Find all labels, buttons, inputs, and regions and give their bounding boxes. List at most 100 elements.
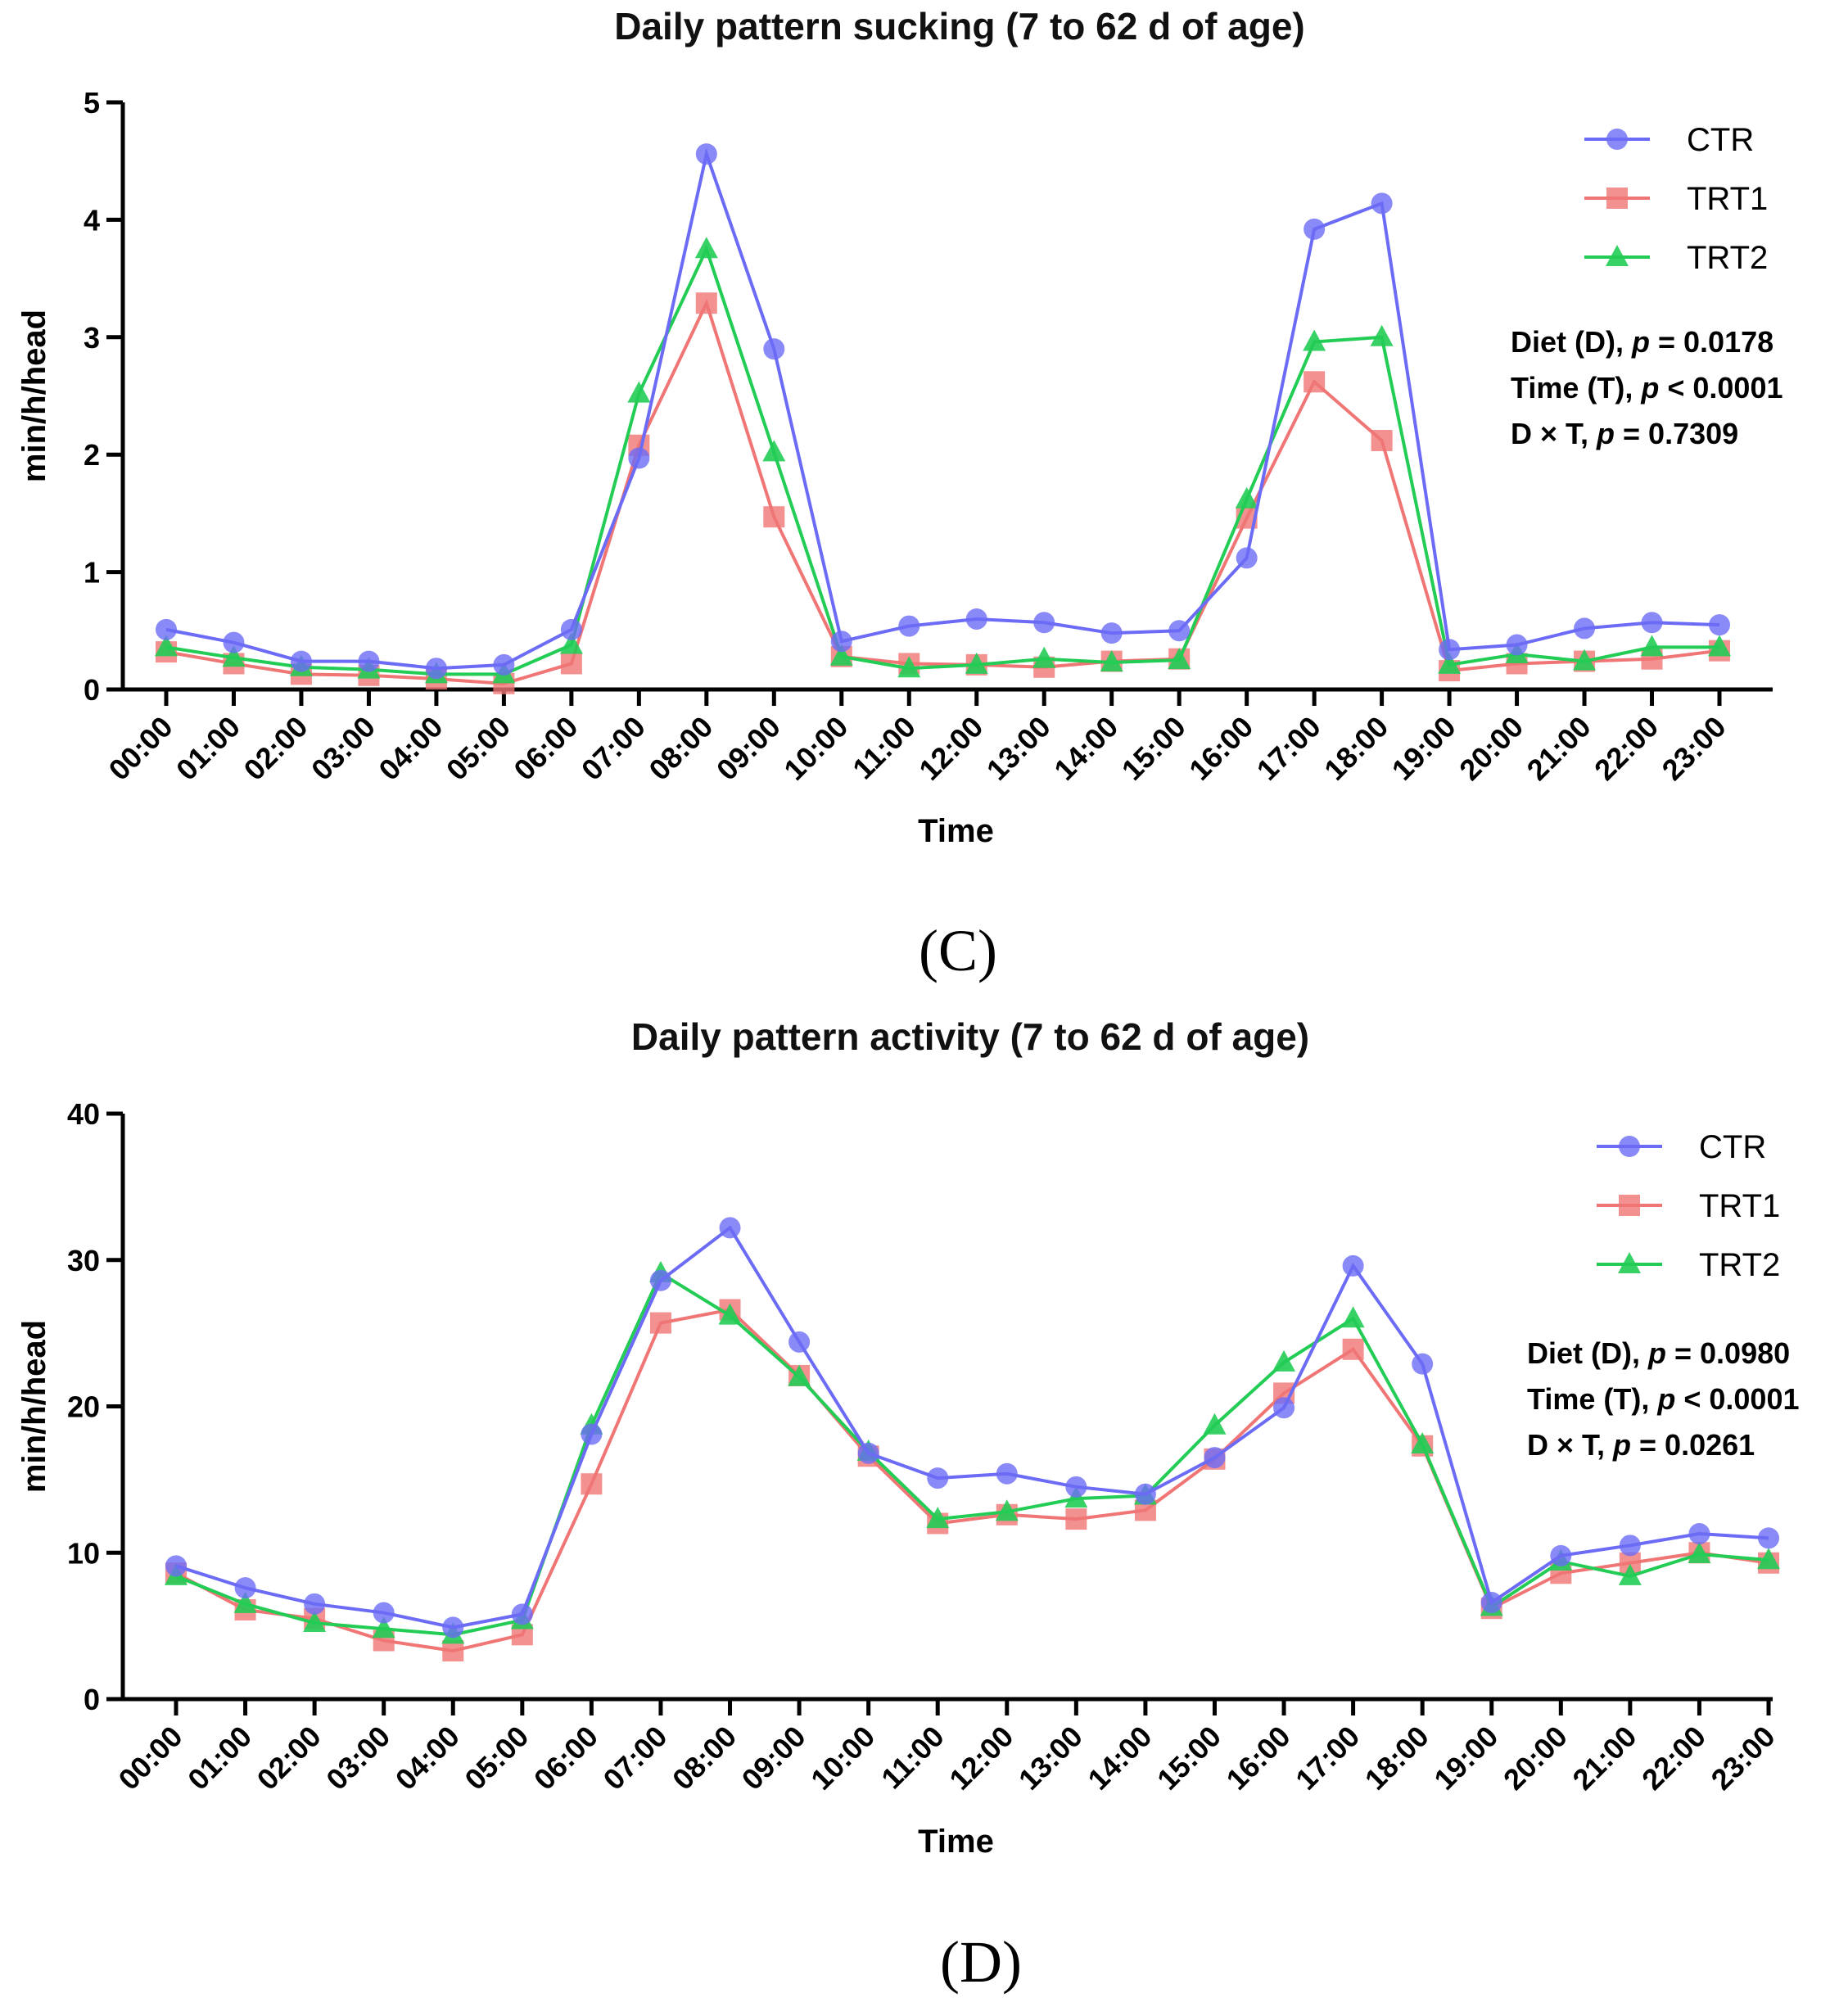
x-tick-label: 05:00 xyxy=(440,710,517,787)
x-tick-label: 11:00 xyxy=(846,710,922,786)
data-point-ctr xyxy=(1550,1544,1572,1566)
data-point-ctr xyxy=(1480,1592,1502,1614)
data-point-ctr xyxy=(830,631,852,653)
data-point-trt2 xyxy=(829,644,853,666)
data-point-trt2 xyxy=(1370,324,1394,346)
stats-annotation: Diet (D), p = 0.0178 Time (T), p < 0.0001… xyxy=(1511,325,1783,450)
legend-marker-trt2 xyxy=(1606,245,1629,266)
data-point-trt2 xyxy=(303,1611,327,1633)
panel-label-c: (C) xyxy=(919,918,997,983)
data-point-trt2 xyxy=(1708,635,1731,657)
data-point-trt2 xyxy=(155,635,178,657)
x-tick-label: 04:00 xyxy=(372,710,449,787)
series-line-ctr xyxy=(165,147,1720,671)
x-axis-label: Time xyxy=(918,1824,994,1860)
data-point-trt2 xyxy=(1438,652,1462,674)
y-tick-label: 5 xyxy=(84,86,100,120)
x-tick-label: 21:00 xyxy=(1520,710,1597,787)
data-point-trt2 xyxy=(788,1364,811,1386)
x-tick-label: 21:00 xyxy=(1566,1720,1642,1797)
data-point-ctr xyxy=(1574,617,1596,640)
x-tick-label: 08:00 xyxy=(642,710,719,787)
stat-line: Time (T), p < 0.0001 xyxy=(1511,371,1783,405)
x-tick-label: 06:00 xyxy=(527,1720,604,1797)
data-point-trt2 xyxy=(1573,649,1597,671)
series-ctr xyxy=(156,143,1730,680)
data-point-trt2 xyxy=(1411,1431,1435,1453)
data-point-trt1 xyxy=(649,1312,671,1334)
data-point-trt2 xyxy=(1618,1563,1642,1585)
series-line-trt2 xyxy=(175,1270,1769,1637)
y-tick-label: 2 xyxy=(84,438,100,472)
x-tick-label: 17:00 xyxy=(1250,710,1327,787)
y-axis-label: min/h/head xyxy=(16,310,52,482)
data-point-trt1 xyxy=(1304,371,1326,393)
data-point-trt2 xyxy=(1640,635,1664,657)
legend-marker-trt1 xyxy=(1606,188,1628,209)
x-tick-label: 18:00 xyxy=(1317,710,1394,787)
data-point-trt1 xyxy=(695,292,717,314)
x-tick-label: 12:00 xyxy=(912,710,989,787)
legend: CTR TRT1 TRT2 xyxy=(1584,122,1768,276)
x-tick-label: 18:00 xyxy=(1358,1720,1435,1797)
data-point-ctr xyxy=(1065,1476,1087,1498)
x-tick-label: 00:00 xyxy=(112,1720,189,1797)
x-tick-label: 05:00 xyxy=(458,1720,535,1797)
data-point-ctr xyxy=(290,650,312,672)
x-tick-label: 01:00 xyxy=(181,1720,258,1797)
data-point-ctr xyxy=(1342,1254,1364,1277)
x-axis-label: Time xyxy=(918,813,994,849)
series-line-ctr xyxy=(175,1225,1769,1630)
data-point-trt2 xyxy=(965,652,988,674)
data-point-ctr xyxy=(304,1593,326,1615)
x-tick-label: 13:00 xyxy=(1012,1720,1089,1797)
x-tick-label: 19:00 xyxy=(1385,710,1462,787)
data-point-ctr xyxy=(223,631,245,653)
x-tick-label: 19:00 xyxy=(1427,1720,1504,1797)
data-point-ctr xyxy=(927,1467,949,1489)
data-point-trt1 xyxy=(560,653,582,675)
legend-label-trt2: TRT2 xyxy=(1687,240,1768,276)
data-point-ctr xyxy=(1134,1483,1156,1505)
data-point-trt2 xyxy=(627,381,651,403)
x-tick-label: 03:00 xyxy=(319,1720,396,1797)
data-point-trt2 xyxy=(559,632,583,654)
legend-marker-ctr xyxy=(1606,129,1628,150)
data-point-ctr xyxy=(442,1616,464,1639)
data-point-trt2 xyxy=(718,1303,742,1325)
x-tick-label: 15:00 xyxy=(1150,1720,1227,1797)
data-point-ctr xyxy=(581,1423,603,1445)
x-tick-label: 16:00 xyxy=(1182,710,1259,787)
x-tick-label: 00:00 xyxy=(102,710,179,787)
data-point-ctr xyxy=(1758,1527,1779,1549)
data-point-trt2 xyxy=(1203,1413,1227,1435)
data-point-trt1 xyxy=(1065,1508,1087,1530)
series-ctr xyxy=(165,1217,1779,1639)
legend-marker-trt1 xyxy=(1619,1195,1640,1216)
data-point-ctr xyxy=(763,338,785,360)
x-tick-label: 10:00 xyxy=(777,710,854,787)
data-point-trt2 xyxy=(1100,650,1123,672)
data-point-ctr xyxy=(1304,218,1326,240)
series-trt1 xyxy=(156,292,1730,694)
chart-title: Daily pattern activity (7 to 62 d of age… xyxy=(631,1015,1309,1058)
data-point-trt2 xyxy=(897,656,921,678)
data-point-trt2 xyxy=(222,645,246,667)
data-point-ctr xyxy=(1439,639,1461,661)
data-point-trt2 xyxy=(694,237,718,259)
data-point-trt1 xyxy=(581,1473,603,1495)
data-point-ctr xyxy=(1371,192,1393,215)
data-point-ctr xyxy=(1273,1397,1295,1419)
x-tick-label: 23:00 xyxy=(1705,1720,1782,1797)
data-point-trt2 xyxy=(233,1591,257,1613)
y-axis-label: min/h/head xyxy=(16,1320,52,1493)
x-tick-label: 11:00 xyxy=(874,1720,951,1796)
stat-line: Time (T), p < 0.0001 xyxy=(1527,1382,1800,1416)
data-point-ctr xyxy=(560,618,582,640)
data-point-ctr xyxy=(1641,612,1663,634)
chart-sucking: Daily pattern sucking (7 to 62 d of age)… xyxy=(16,5,1783,849)
data-point-trt2 xyxy=(762,440,786,462)
x-tick-label: 08:00 xyxy=(666,1720,743,1797)
x-tick-label: 02:00 xyxy=(237,710,314,787)
x-tick-label: 06:00 xyxy=(507,710,584,787)
